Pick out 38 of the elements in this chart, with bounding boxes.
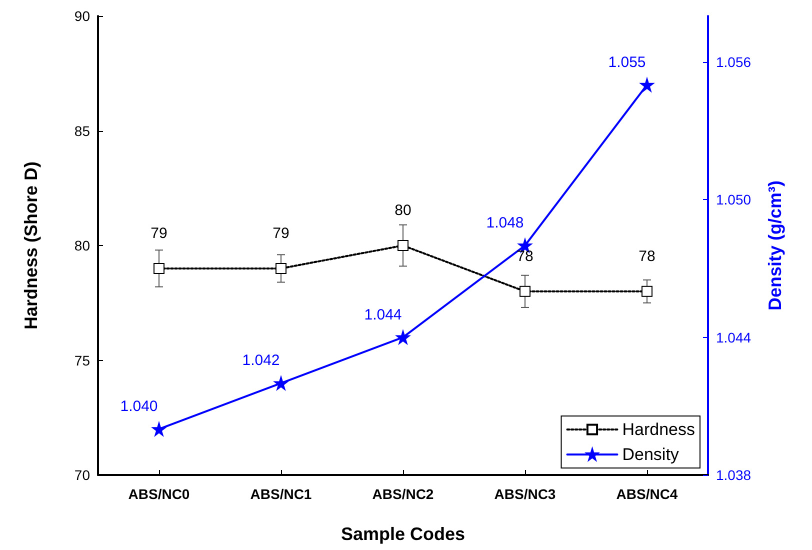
point xyxy=(642,286,652,297)
x-tick-label: ABS/NC4 xyxy=(616,486,678,502)
y2-tick-label: 1.038 xyxy=(716,467,752,483)
data-label: 80 xyxy=(394,202,412,219)
y2-tick-label: 1.050 xyxy=(716,192,752,208)
point xyxy=(274,376,288,390)
y-tick-label: 70 xyxy=(74,467,90,483)
data-label: 1.042 xyxy=(242,352,280,370)
x-tick-label: ABS/NC0 xyxy=(128,486,190,502)
point xyxy=(276,262,286,274)
y2-axis-title: Density (g/cm³) xyxy=(765,180,785,311)
point xyxy=(396,330,410,344)
data-label: 1.040 xyxy=(120,398,158,416)
x-axis-title: Sample Codes xyxy=(340,524,466,544)
data-label: 79 xyxy=(272,224,290,242)
data-label: 1.048 xyxy=(486,214,524,232)
x-tick-label: ABS/NC2 xyxy=(372,486,434,502)
x-tick-label: ABS/NC1 xyxy=(250,486,312,502)
legend-label: Density xyxy=(622,445,680,464)
data-label: 78 xyxy=(638,248,656,265)
y-axis-title: Hardness (Shore D) xyxy=(21,161,41,330)
y-tick-label: 90 xyxy=(74,8,90,24)
data-label: 79 xyxy=(150,224,168,242)
x-tick-label: ABS/NC3 xyxy=(494,486,556,502)
y2-tick-label: 1.044 xyxy=(716,329,752,346)
data-label: 78 xyxy=(516,248,534,265)
data-label: 1.055 xyxy=(608,54,646,71)
point xyxy=(398,240,408,251)
y2-tick-label: 1.056 xyxy=(716,54,752,70)
point xyxy=(152,422,166,436)
point xyxy=(154,262,164,274)
y-tick-label: 75 xyxy=(74,352,90,368)
y-tick-label: 85 xyxy=(74,122,90,139)
y-tick-label: 80 xyxy=(74,238,90,254)
point xyxy=(520,286,530,297)
data-label: 1.044 xyxy=(364,306,402,324)
legend-label: Hardness xyxy=(622,420,696,439)
point xyxy=(640,78,654,92)
